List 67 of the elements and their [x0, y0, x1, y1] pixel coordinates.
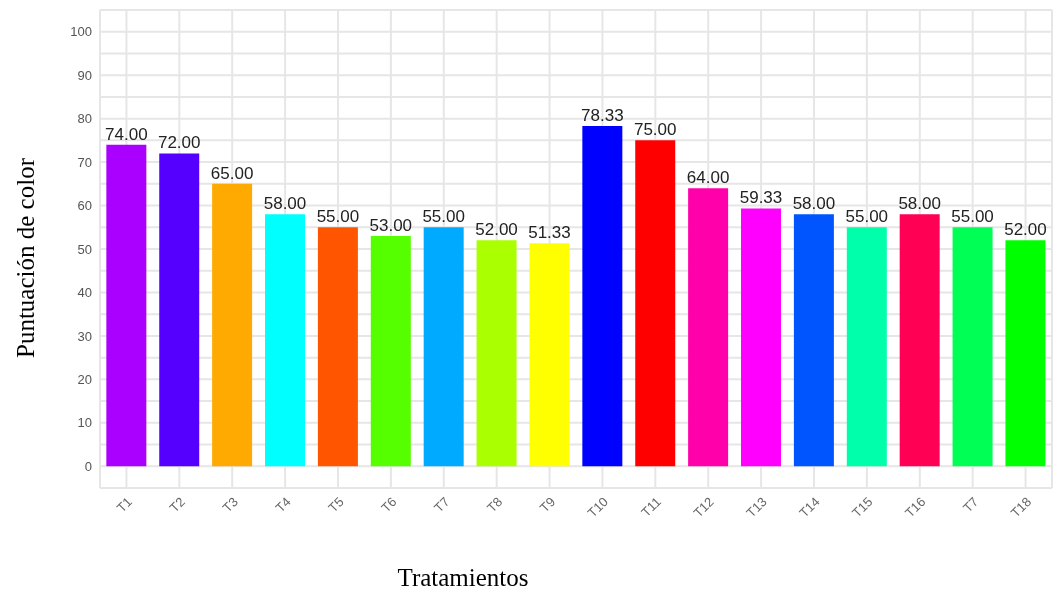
y-tick-label: 90 — [77, 67, 92, 83]
data-label: 72.00 — [157, 133, 201, 153]
y-tick-label: 10 — [77, 415, 92, 431]
data-label: 52.00 — [1004, 220, 1047, 240]
data-label: 65.00 — [210, 163, 254, 183]
x-tick-label: T12 — [690, 494, 717, 521]
y-tick-label: 40 — [77, 285, 92, 301]
y-tick-label: 30 — [77, 328, 92, 344]
data-label: 78.33 — [581, 105, 624, 125]
x-tick-label: T2 — [166, 494, 188, 516]
bar — [317, 227, 358, 467]
bar — [899, 214, 940, 467]
x-tick-label: T4 — [272, 494, 294, 516]
data-label: 64.00 — [686, 168, 730, 188]
bar — [846, 227, 887, 467]
x-tick-label: T15 — [849, 494, 876, 521]
x-tick-label: T6 — [378, 494, 400, 516]
x-tick-label: T11 — [638, 494, 664, 520]
data-label: 58.00 — [898, 194, 941, 214]
bar — [212, 183, 253, 467]
data-label: 59.33 — [739, 188, 783, 208]
y-tick-label: 100 — [70, 24, 92, 40]
data-label: 58.00 — [792, 194, 836, 214]
x-tick-label: T16 — [901, 494, 929, 521]
data-label: 51.33 — [528, 223, 571, 243]
bar — [952, 227, 993, 467]
data-label: 55.00 — [845, 207, 889, 227]
x-tick-label: T10 — [584, 494, 612, 521]
data-label: 55.00 — [951, 207, 994, 227]
bar — [635, 140, 676, 467]
x-tick-label: T13 — [743, 494, 770, 521]
bar — [106, 144, 147, 467]
data-label: 53.00 — [369, 215, 413, 235]
y-tick-label: 80 — [77, 111, 92, 127]
x-tick-label: T1 — [113, 494, 136, 516]
x-tick-label: T9 — [536, 494, 559, 516]
x-axis-title: Tratamientos — [396, 564, 530, 592]
x-tick-label: T8 — [483, 494, 506, 516]
bar — [370, 235, 411, 467]
x-tick-label: T7 — [431, 494, 453, 516]
x-tick-label: T14 — [796, 494, 823, 521]
data-label: 55.00 — [422, 207, 465, 227]
bar — [423, 227, 464, 467]
data-label: 52.00 — [475, 220, 518, 240]
data-label: 74.00 — [105, 124, 148, 144]
bar — [265, 214, 306, 467]
x-tick-label: T18 — [1007, 494, 1035, 521]
x-tick-label: T3 — [219, 494, 241, 516]
y-tick-label: 50 — [77, 241, 92, 257]
y-tick-label: 60 — [77, 198, 92, 214]
bar — [529, 243, 570, 467]
x-tick-label: T7 — [959, 494, 982, 516]
y-tick-label: 70 — [77, 154, 92, 170]
bar — [688, 188, 729, 467]
bar — [476, 240, 517, 467]
x-tick-label: T5 — [325, 494, 347, 516]
y-tick-label: 20 — [77, 371, 92, 387]
bar — [741, 208, 782, 467]
data-label: 58.00 — [263, 194, 307, 214]
bar — [1005, 240, 1046, 467]
bar — [793, 214, 834, 467]
bar — [159, 153, 200, 467]
y-tick-label: 0 — [84, 458, 92, 474]
data-label: 55.00 — [316, 207, 360, 227]
bar — [582, 125, 623, 467]
data-label: 75.00 — [633, 120, 677, 140]
y-axis-title: Puntuación de color — [12, 158, 40, 358]
